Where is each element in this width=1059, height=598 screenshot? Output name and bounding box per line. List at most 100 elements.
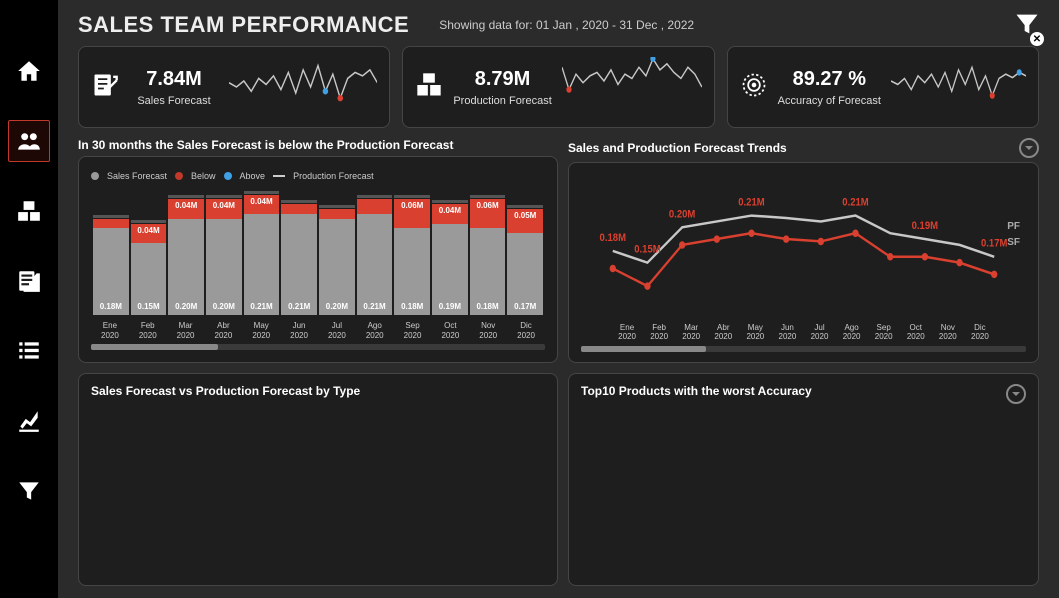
people-icon <box>16 128 42 154</box>
top10-panel-title: Top10 Products with the worst Accuracy <box>581 384 812 398</box>
line-x-label: Mar2020 <box>675 323 707 342</box>
bar-grey-label: 0.15M <box>131 302 167 311</box>
bar-red-label: 0.04M <box>168 201 204 210</box>
below-count: 30 <box>92 138 105 152</box>
bar-x-label: Ago2020 <box>356 321 394 340</box>
bar-red-label: 0.04M <box>131 226 167 235</box>
bar-panel-title: In 30 months the Sales Forecast is below… <box>78 138 558 152</box>
kpi-card: 8.79MProduction Forecast <box>402 46 714 128</box>
type-panel: Sales Forecast vs Production Forecast by… <box>78 373 558 586</box>
svg-text:0.18M: 0.18M <box>600 232 626 244</box>
sidebar-item-production[interactable] <box>8 190 50 232</box>
bar-red-label: 0.04M <box>432 206 468 215</box>
svg-text:0.19M: 0.19M <box>912 220 938 232</box>
bar-grey-label: 0.20M <box>168 302 204 311</box>
line-x-label: Sep2020 <box>868 323 900 342</box>
line-x-label: Nov2020 <box>932 323 964 342</box>
top10-panel: Top10 Products with the worst Accuracy <box>568 373 1039 586</box>
sparkline <box>891 57 1026 117</box>
line-x-label: Oct2020 <box>900 323 932 342</box>
series-label-sf: SF <box>1007 237 1020 248</box>
bar-chart-panel: Sales Forecast Below Above Production Fo… <box>78 156 558 363</box>
kpi-card: 7.84MSales Forecast <box>78 46 390 128</box>
document-check-icon <box>16 268 42 294</box>
legend-dash-prod <box>273 175 285 177</box>
date-range-label: Showing data for: 01 Jan , 2020 - 31 Dec… <box>439 18 694 32</box>
line-x-label: May2020 <box>739 323 771 342</box>
sidebar-item-list[interactable] <box>8 330 50 372</box>
bar-x-label: Oct2020 <box>431 321 469 340</box>
svg-text:0.17M: 0.17M <box>981 238 1007 250</box>
line-chart: 0.18M0.15M0.20M0.21M0.21M0.19M0.17M PF S… <box>581 173 1026 323</box>
content-grid: In 30 months the Sales Forecast is below… <box>78 138 1039 586</box>
bar-group: 0.21M <box>281 185 317 315</box>
chevron-down-icon <box>1024 143 1034 153</box>
bar-x-label: Jun2020 <box>280 321 318 340</box>
kpi-icon <box>415 71 443 104</box>
svg-text:0.15M: 0.15M <box>634 244 660 256</box>
bar-group: 0.05M0.17M <box>507 185 543 315</box>
sidebar-item-trends[interactable] <box>8 400 50 442</box>
list-icon <box>16 338 42 364</box>
svg-text:0.21M: 0.21M <box>738 197 764 209</box>
series-label-pf: PF <box>1007 221 1020 232</box>
type-panel-title: Sales Forecast vs Production Forecast by… <box>91 384 545 398</box>
sparkline <box>562 57 702 117</box>
bar-x-label: Nov2020 <box>469 321 507 340</box>
bar-grey-label: 0.18M <box>93 302 129 311</box>
line-panel-header: Sales and Production Forecast Trends <box>568 138 1039 158</box>
bar-x-label: Abr2020 <box>204 321 242 340</box>
legend-dot-sales <box>91 172 99 180</box>
kpi-row: 7.84MSales Forecast 8.79MProduction Fore… <box>78 46 1039 128</box>
filter-reset-button[interactable]: ✕ <box>1013 10 1041 43</box>
bar-x-label: Mar2020 <box>167 321 205 340</box>
bar-grey-label: 0.21M <box>281 302 317 311</box>
bar-grey-label: 0.20M <box>319 302 355 311</box>
sidebar <box>0 0 58 598</box>
close-icon: ✕ <box>1030 32 1044 46</box>
kpi-card: 89.27 %Accuracy of Forecast <box>727 46 1039 128</box>
legend-dot-above <box>224 172 232 180</box>
sidebar-item-home[interactable] <box>8 50 50 92</box>
bar-grey-label: 0.21M <box>244 302 280 311</box>
sidebar-item-report[interactable] <box>8 260 50 302</box>
bar-group: 0.06M0.18M <box>470 185 506 315</box>
bar-x-label: Feb2020 <box>129 321 167 340</box>
sidebar-item-filter[interactable] <box>8 470 50 512</box>
kpi-icon <box>740 71 768 104</box>
line-x-label: Feb2020 <box>643 323 675 342</box>
svg-text:0.20M: 0.20M <box>669 209 695 221</box>
bar-group: 0.04M 0.19M <box>432 185 468 315</box>
expand-button-trends[interactable] <box>1019 138 1039 158</box>
page-header: SALES TEAM PERFORMANCE Showing data for:… <box>78 12 1039 38</box>
bar-group: 0.20M <box>319 185 355 315</box>
bar-group: 0.04M 0.20M <box>168 185 204 315</box>
trend-icon <box>16 408 42 434</box>
line-panel-title: Sales and Production Forecast Trends <box>568 141 787 155</box>
bar-red-label: 0.06M <box>394 201 430 210</box>
bar-group: 0.06M 0.18M <box>394 185 430 315</box>
line-x-label: Ene2020 <box>611 323 643 342</box>
bar-grey-label: 0.18M <box>394 302 430 311</box>
page-title: SALES TEAM PERFORMANCE <box>78 12 409 38</box>
bar-chart: 0.18M0.04M0.15M0.04M0.20M0.04M0.20M0.04M… <box>91 185 545 315</box>
bar-red-label: 0.06M <box>470 201 506 210</box>
line-x-label: Jun2020 <box>771 323 803 342</box>
funnel-icon <box>16 478 42 504</box>
expand-button-top10[interactable] <box>1006 384 1026 404</box>
bar-group: 0.18M <box>93 185 129 315</box>
bar-group: 0.21M <box>357 185 393 315</box>
bar-group: 0.04M 0.15M <box>131 185 167 315</box>
line-scrollbar[interactable] <box>581 346 1026 352</box>
line-chart-panel: 0.18M0.15M0.20M0.21M0.21M0.19M0.17M PF S… <box>568 162 1039 363</box>
bar-grey-label: 0.19M <box>432 302 468 311</box>
kpi-label: Production Forecast <box>453 95 551 107</box>
main-content: ✕ SALES TEAM PERFORMANCE Showing data fo… <box>58 0 1059 598</box>
chevron-down-icon <box>1011 389 1021 399</box>
sidebar-item-team[interactable] <box>8 120 50 162</box>
bar-x-label: May2020 <box>242 321 280 340</box>
bar-group: 0.04M0.21M <box>244 185 280 315</box>
bar-red-label: 0.04M <box>206 201 242 210</box>
bar-scrollbar[interactable] <box>91 344 545 350</box>
kpi-icon <box>91 71 119 104</box>
